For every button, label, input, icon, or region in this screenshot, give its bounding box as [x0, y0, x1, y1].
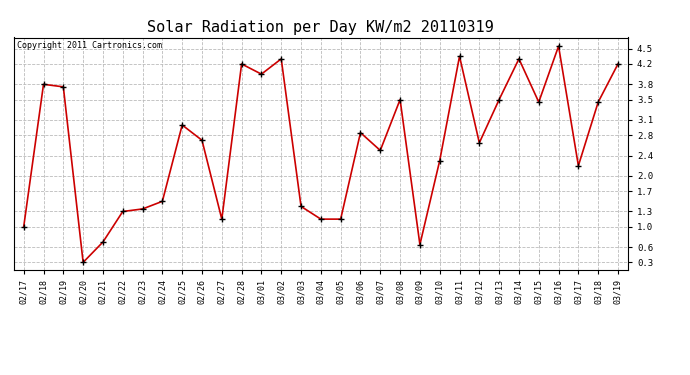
Title: Solar Radiation per Day KW/m2 20110319: Solar Radiation per Day KW/m2 20110319 — [148, 20, 494, 35]
Text: Copyright 2011 Cartronics.com: Copyright 2011 Cartronics.com — [17, 41, 162, 50]
